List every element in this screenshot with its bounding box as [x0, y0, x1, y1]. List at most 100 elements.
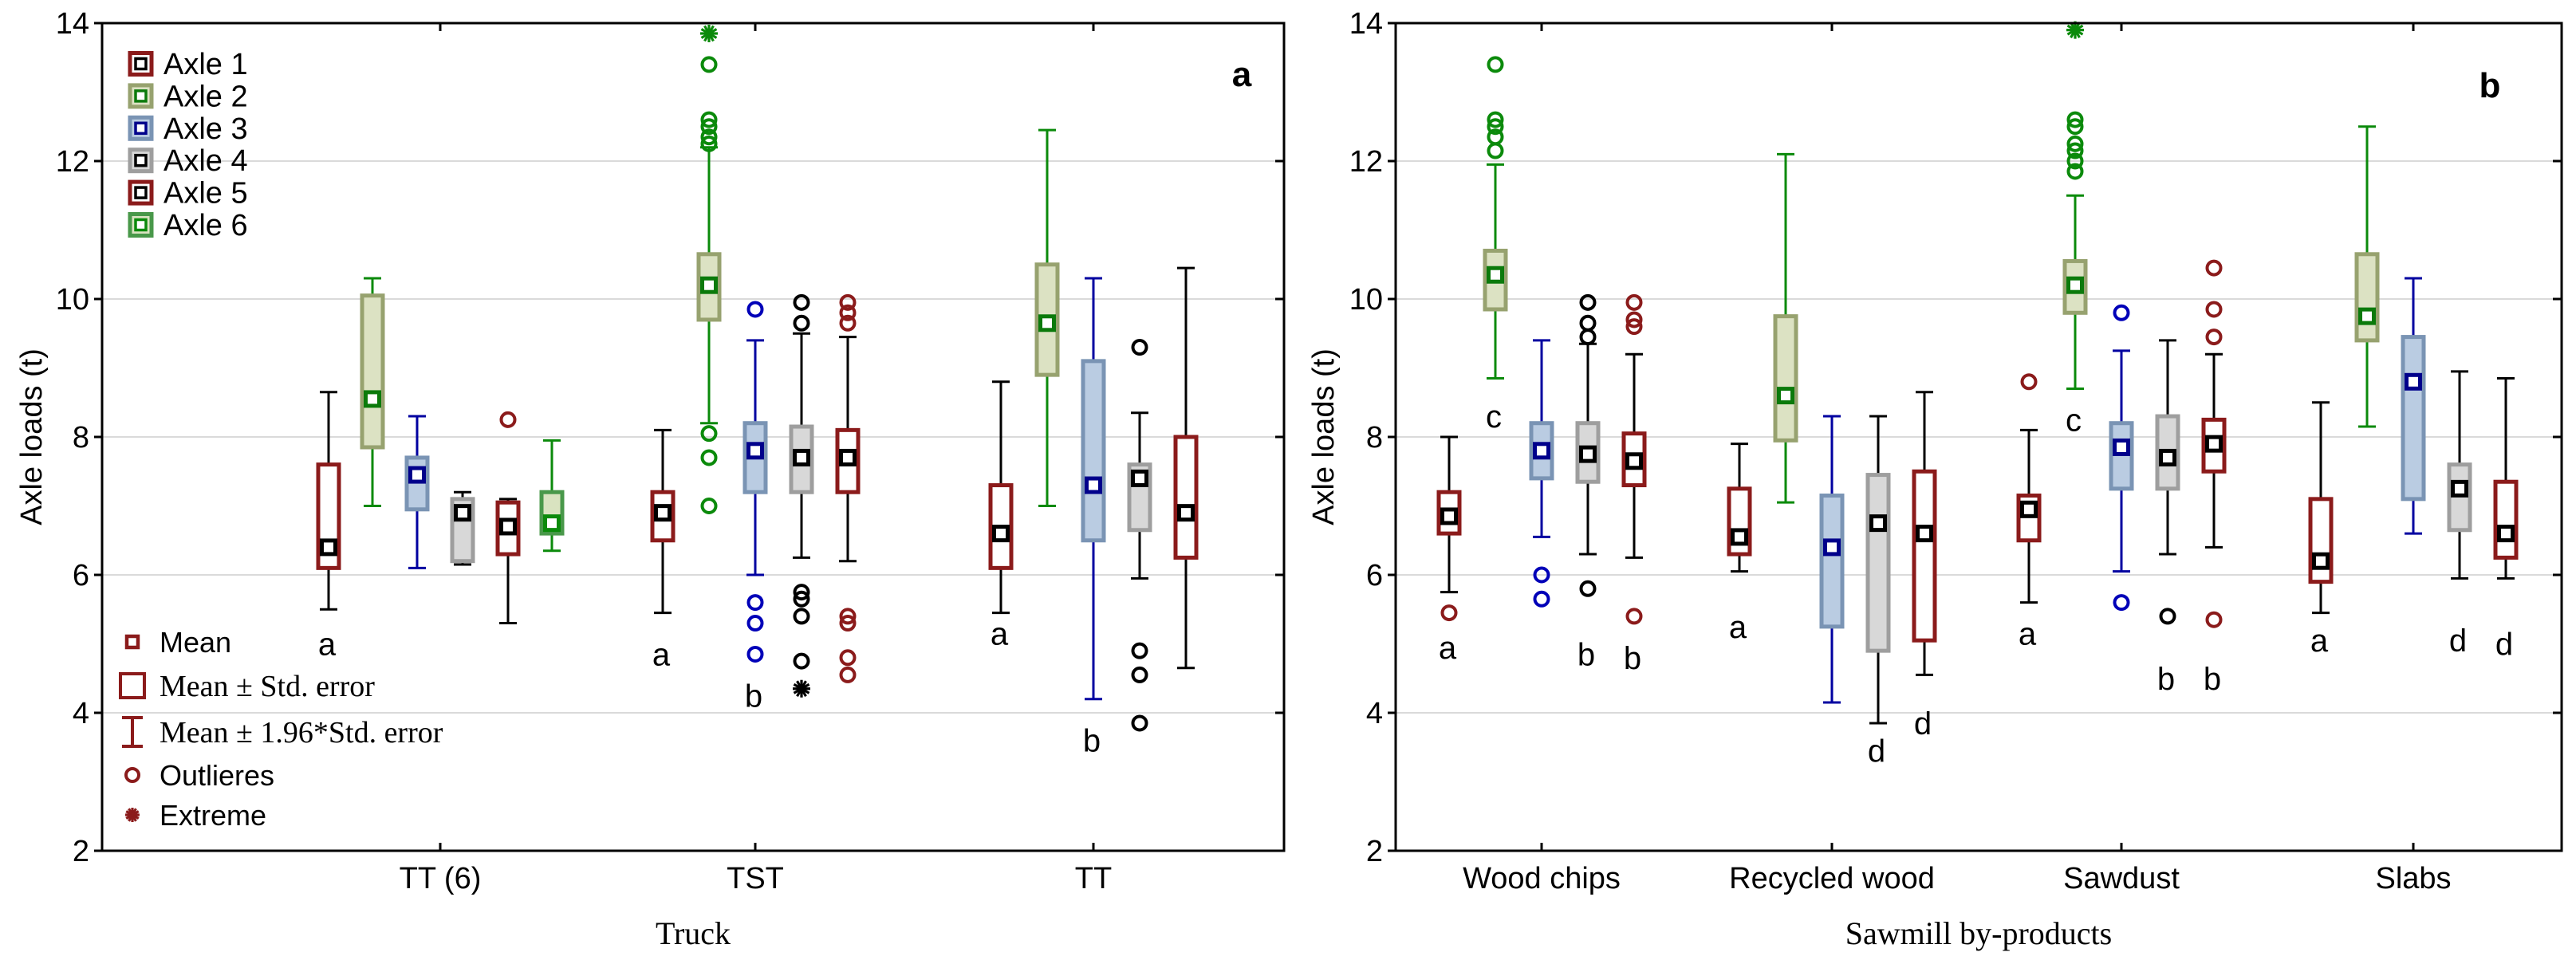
group-tt-6-: a [316, 277, 565, 663]
panel-letter: b [2479, 66, 2501, 105]
stats-legend-item-ci-whisker: Mean ± 1.96*Std. error [122, 716, 443, 750]
se-box-glyph [119, 672, 146, 699]
outlier-point [839, 304, 857, 321]
significance-letter: b [1624, 641, 1641, 676]
se-box [1865, 473, 1891, 653]
box-axle-2 [360, 277, 385, 507]
box-axle-1: a [2308, 401, 2334, 659]
box-axle-4 [1127, 339, 1152, 732]
legend-item-axle-6: Axle 6 [128, 209, 248, 242]
significance-letter: b [2157, 662, 2175, 697]
group-tst: ab [650, 24, 861, 714]
mean-marker [746, 442, 764, 460]
stats-legend-label: Extreme [160, 799, 266, 832]
outlier-point [700, 111, 718, 128]
box-axle-4: b [1575, 293, 1601, 672]
box-axle-3 [404, 415, 430, 569]
box-axle-2: c [2062, 21, 2088, 438]
box-axle-5: d [1912, 391, 1937, 742]
mean-marker [1440, 507, 1458, 525]
mean-marker [793, 448, 810, 466]
outlier-point [793, 293, 810, 311]
mean-marker [2405, 372, 2422, 391]
outlier-point [700, 56, 718, 73]
legend-label: Axle 3 [163, 112, 248, 146]
outlier-point [700, 128, 718, 146]
legend-item-axle-4: Axle 4 [128, 144, 248, 178]
stats-legend: Mean Mean ± Std. error Mean ± 1.96*Std. er… [119, 626, 443, 832]
se-box [1081, 359, 1106, 543]
box-axle-5 [835, 293, 861, 683]
box-axle-1: a [316, 391, 341, 663]
outlier-point [2066, 152, 2084, 170]
box-axle-4: d [2447, 370, 2472, 659]
legend-item-axle-2: Axle 2 [128, 80, 248, 113]
box-axle-2 [696, 24, 722, 514]
outlier-point [839, 666, 857, 683]
outlier-point [1131, 339, 1148, 356]
mean-marker [1533, 442, 1550, 460]
mean-marker [992, 525, 1010, 543]
significance-letter: a [652, 637, 671, 672]
outlier-point [1487, 128, 1504, 146]
legend-swatch-mean [134, 153, 148, 167]
y-tick-label: 6 [1366, 559, 1383, 592]
mean-marker [454, 504, 471, 522]
extreme-point [700, 24, 718, 42]
y-tick-label: 4 [1366, 697, 1383, 730]
outlier-point [746, 301, 764, 318]
box-axle-3 [1819, 415, 1845, 704]
y-tick-label: 4 [73, 697, 89, 730]
box-axle-3: b [742, 301, 768, 714]
outlier-point [499, 411, 517, 428]
y-axis-title: Axle loads (t) [15, 348, 49, 525]
mean-marker [2020, 500, 2038, 518]
legend-swatch-mean [134, 218, 148, 232]
significance-letter: b [745, 679, 762, 714]
x-category-label: Slabs [2375, 862, 2451, 895]
y-tick-label: 2 [73, 835, 89, 868]
group-recycled-wood: a dd [1727, 152, 1937, 769]
outlier-point [1579, 580, 1597, 597]
outlier-point [1625, 318, 1643, 336]
stats-legend-label: Mean ± Std. error [160, 670, 375, 703]
mean-marker [1823, 538, 1841, 557]
outlier-point [1131, 666, 1148, 683]
outlier-point [793, 590, 810, 608]
mean-marker [2205, 435, 2223, 453]
y-tick-label: 12 [1349, 145, 1383, 179]
legend-label: Axle 4 [163, 144, 248, 178]
box-axle-3 [2109, 304, 2134, 612]
outlier-point [1440, 604, 1458, 622]
outlier-point [2066, 135, 2084, 152]
box-axle-3 [2401, 277, 2426, 535]
mean-marker [1177, 504, 1195, 522]
mean-marker [654, 504, 672, 522]
significance-letter: b [2204, 662, 2221, 697]
significance-letter: b [1083, 724, 1101, 759]
outlier-point [1487, 56, 1504, 73]
significance-letter: d [1914, 706, 1932, 742]
outlier-point [746, 615, 764, 632]
box-axle-1: a [988, 380, 1014, 652]
box-axle-5 [495, 411, 521, 625]
mean-marker [543, 514, 561, 533]
outlier-point [1487, 111, 1504, 128]
mean-marker [1487, 266, 1504, 284]
group-sawdust: a c b b [2016, 21, 2227, 697]
outlier-point [2205, 611, 2223, 628]
outlier-point [839, 615, 857, 632]
y-tick-label: 8 [1366, 421, 1383, 454]
y-tick-label: 8 [73, 421, 89, 454]
x-category-label: TST [727, 862, 784, 895]
box-axle-5 [1173, 266, 1199, 670]
outlier-point [839, 314, 857, 332]
outlier-point [1579, 314, 1597, 332]
se-box [2493, 479, 2519, 560]
group-wood-chips: a c b b [1436, 56, 1647, 676]
box-axle-5: b [2201, 259, 2227, 697]
box-axle-1: a [1436, 435, 1462, 666]
